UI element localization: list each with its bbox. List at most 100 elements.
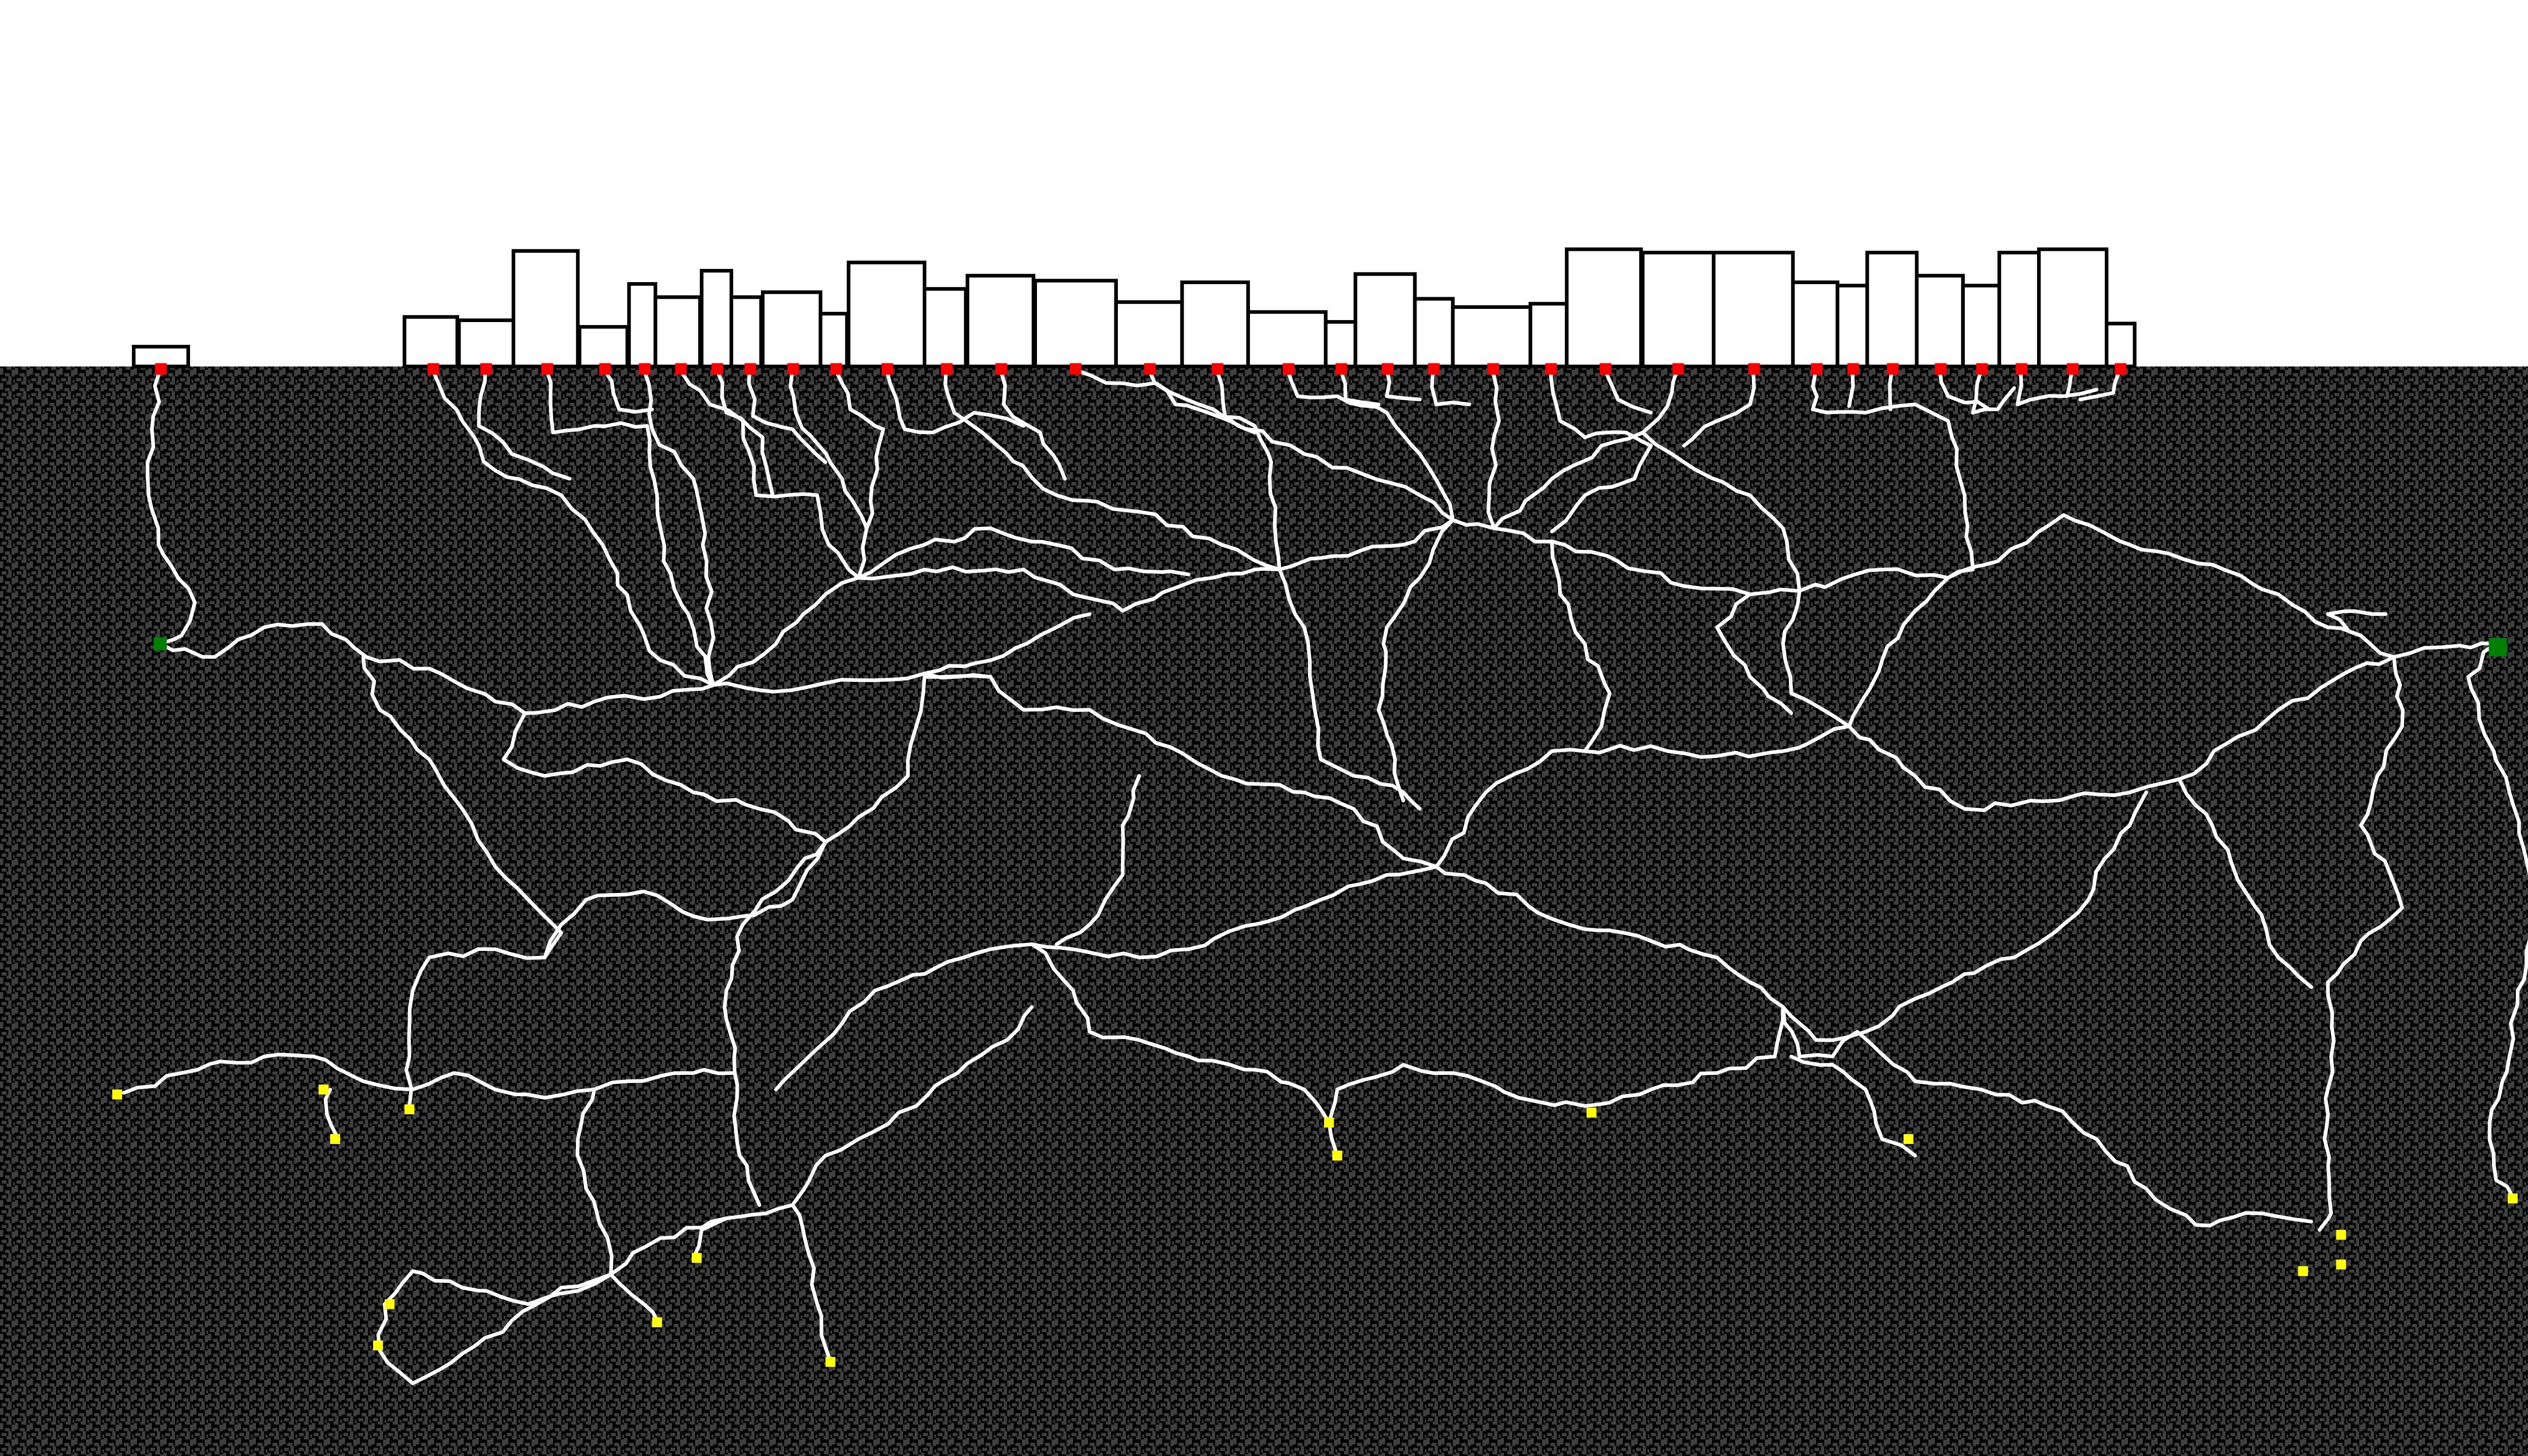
building-icon (1641, 251, 1716, 369)
building-icon (511, 249, 580, 369)
food-marker-icon (404, 1104, 415, 1115)
building-icon (1711, 251, 1795, 369)
food-marker-icon (2336, 1259, 2346, 1270)
food-marker-icon (319, 1084, 329, 1095)
entrance-marker-icon (675, 363, 687, 375)
building-icon (965, 274, 1035, 369)
building-icon (1961, 284, 2001, 369)
tunnel-segment (642, 368, 715, 687)
tunnel-segment (884, 368, 1026, 435)
entrance-marker-icon (2114, 363, 2127, 375)
building-icon (1324, 320, 1358, 369)
tunnel-segment (999, 368, 1067, 481)
tunnel-segment (477, 368, 572, 481)
building-icon (457, 318, 516, 369)
tunnel-segment (1888, 368, 1894, 412)
tunnel-network (122, 368, 2528, 1385)
tunnel-segment (774, 864, 1438, 1091)
food-marker-icon (2508, 1193, 2518, 1204)
food-marker-icon (825, 1357, 836, 1367)
entrance-marker-icon (787, 363, 799, 375)
tunnel-segment (2015, 368, 2099, 406)
entrance-marker-icon (1428, 363, 1440, 375)
entrance-marker-icon (744, 363, 756, 375)
tunnel-segment (1583, 655, 2396, 812)
tunnel-segment (122, 1053, 415, 1095)
building-icon (819, 311, 849, 369)
entrance-marker-icon (881, 363, 893, 375)
building-icon (1353, 272, 1417, 369)
food-marker-icon (384, 1299, 395, 1309)
entrance-marker-icon (1934, 363, 1947, 375)
tunnel-segment (1550, 539, 1612, 753)
tunnel-segment (1278, 518, 1950, 597)
tunnel-segment (523, 671, 992, 715)
tunnel-segment (324, 1087, 340, 1141)
tunnel-segment (2078, 368, 2122, 401)
entrance-marker-icon (1211, 363, 1224, 375)
tunnel-segment (1548, 368, 1653, 448)
building-icon (1835, 284, 1869, 369)
tunnel-segment (1214, 368, 1257, 435)
food-marker-icon (2298, 1266, 2308, 1277)
entrance-marker-icon (1976, 363, 1988, 375)
tunnel-segment (1938, 368, 1992, 412)
tunnel-segment (543, 840, 828, 960)
food-marker-icon (330, 1134, 340, 1144)
building-icon (1114, 300, 1184, 369)
building-icon (1997, 251, 2041, 369)
entrance-marker-icon (155, 363, 167, 375)
tunnel-segment (1550, 444, 1653, 534)
building-icon (1791, 280, 1839, 369)
tunnel-segment (1278, 567, 1422, 811)
tunnel-segment (1682, 368, 1756, 448)
tunnel-segment (788, 368, 869, 580)
entrance-marker-icon (830, 363, 842, 375)
entrance-markers (155, 363, 2127, 375)
entrance-marker-icon (480, 363, 492, 375)
tunnel-segment (1338, 368, 1381, 406)
food-marker-icon (1332, 1150, 1342, 1161)
building-icon (627, 282, 657, 369)
tunnel-segment (1073, 368, 1282, 572)
building-icon (1033, 279, 1118, 369)
entrance-marker-icon (1811, 363, 1823, 375)
entrance-marker-icon (1887, 363, 1899, 375)
tunnel-segment (545, 368, 715, 687)
tunnel-segment (1855, 1030, 2314, 1227)
tunnel-segment (833, 368, 885, 530)
food-marker-icon (2336, 1230, 2346, 1240)
entrance-marker-icon (941, 363, 953, 375)
entrance-marker-icon (1600, 363, 1611, 375)
tunnel-segment (1603, 368, 1653, 415)
nest-marker-icon (153, 637, 167, 651)
entrance-marker-icon (1487, 363, 1499, 375)
tunnel-segment (1946, 513, 2396, 659)
building-icon (700, 268, 734, 369)
building-icon (131, 345, 190, 369)
entrance-marker-icon (427, 363, 439, 375)
nest-markers (153, 637, 2507, 656)
entrance-marker-icon (995, 363, 1007, 375)
tunnel-segment (2466, 642, 2528, 1199)
food-marker-icon (692, 1253, 702, 1263)
tunnel-segment (856, 526, 1191, 580)
entrance-marker-icon (599, 363, 611, 375)
entrance-marker-icon (1335, 363, 1347, 375)
tunnel-segment (711, 565, 1282, 687)
entrance-marker-icon (1545, 363, 1557, 375)
tunnel-segment (1055, 774, 1141, 946)
entrance-marker-icon (639, 363, 651, 375)
building-icon (1915, 274, 1965, 369)
food-marker-icon (1324, 1117, 1334, 1128)
tunnel-segment (1434, 864, 1860, 1059)
tunnel-segment (714, 368, 775, 497)
tunnel-segment (2392, 641, 2498, 659)
food-marker-icon (652, 1317, 662, 1328)
building-icon (1865, 251, 1919, 369)
tunnel-segment (1641, 368, 1680, 435)
tunnel-segment (747, 368, 828, 464)
building-icon (653, 295, 702, 369)
